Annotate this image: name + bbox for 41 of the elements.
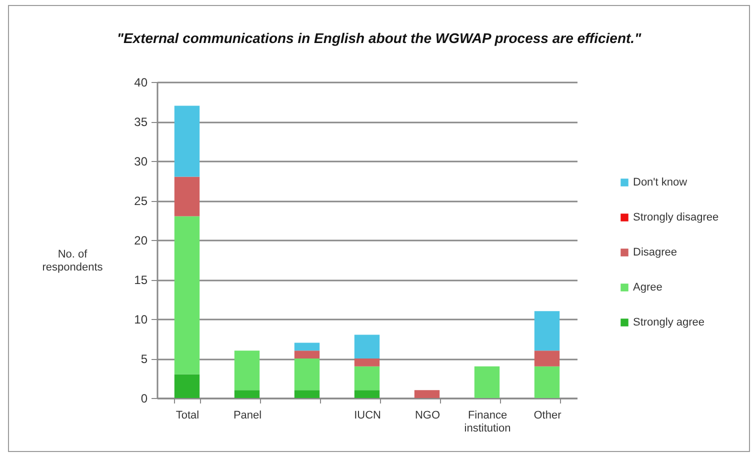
chart-title: "External communications in English about the WGWAP process are efficient." [116, 30, 642, 46]
bar [294, 350, 320, 358]
bar [534, 366, 560, 398]
legend-label: Strongly agree [633, 316, 705, 328]
x-tick-label: NGO [414, 410, 440, 422]
x-tick-label: Finance institution [464, 410, 511, 434]
x-tick-label: IUCN [354, 410, 381, 422]
y-tick-label: 5 [140, 352, 148, 366]
y-axis-title: No. of respondents [42, 248, 104, 274]
bar [294, 390, 320, 398]
legend-label: Strongly disagree [633, 212, 719, 224]
bar [174, 106, 200, 177]
bar [474, 366, 500, 398]
y-tick-label: 0 [140, 392, 148, 406]
bar [354, 366, 380, 390]
y-tick-label: 25 [134, 194, 148, 208]
bar [174, 216, 200, 374]
bar [174, 176, 200, 216]
y-tick-label: 35 [134, 115, 148, 129]
bar [174, 374, 200, 398]
legend-label: Disagree [633, 246, 678, 258]
legend-label: Don't know [633, 176, 688, 188]
bar [234, 350, 260, 390]
bar [294, 342, 320, 351]
bar [534, 350, 560, 366]
bar [534, 311, 560, 351]
y-tick-label: 15 [134, 273, 148, 287]
y-tick-label: 40 [134, 76, 148, 90]
bar [354, 390, 380, 398]
bar [414, 390, 440, 398]
y-tick-label: 10 [134, 312, 148, 326]
x-tick-label: Other [534, 410, 562, 422]
y-tick-label: 20 [134, 234, 148, 248]
bar [294, 358, 320, 390]
bar [234, 390, 260, 398]
x-tick-label: Panel [233, 410, 262, 422]
y-tick-label: 30 [134, 154, 148, 168]
x-tick-label: Total [176, 410, 200, 422]
bar [354, 358, 380, 366]
legend-label: Agree [633, 282, 662, 294]
bar [354, 334, 380, 358]
